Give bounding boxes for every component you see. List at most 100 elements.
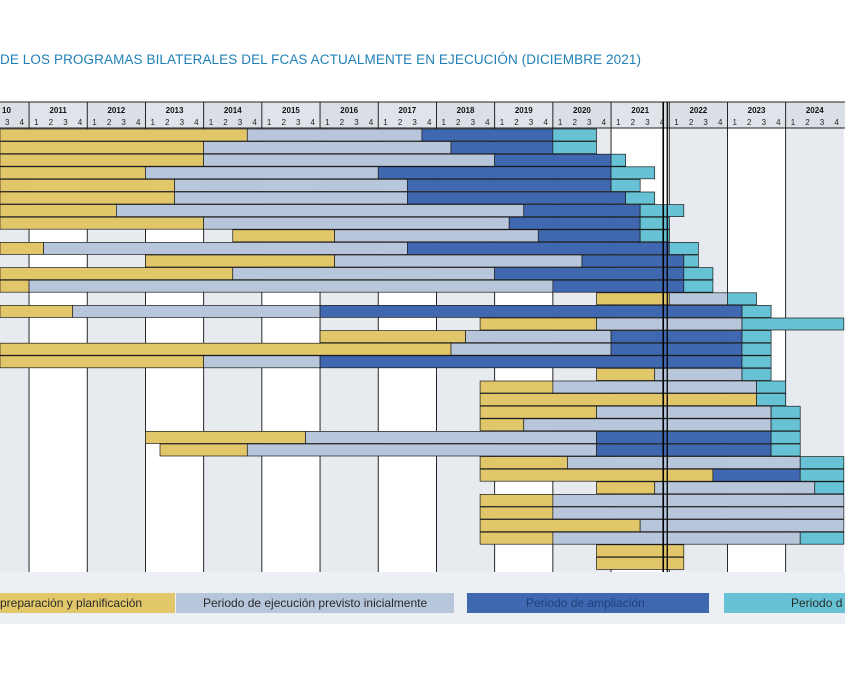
- quarter-label: 4: [485, 118, 490, 127]
- gantt-bar-additional: [683, 254, 699, 268]
- gantt-bar-additional: [799, 468, 845, 482]
- legend-label-execution: Periodo de ejecución previsto inicialmen…: [203, 596, 428, 610]
- gantt-bar-execution: [450, 342, 612, 356]
- legend-swatch-additional: [724, 593, 845, 613]
- gantt-bar-additional: [741, 368, 772, 381]
- quarter-label: 4: [834, 118, 839, 127]
- quarter-label: 1: [34, 118, 39, 127]
- quarter-label: 4: [543, 118, 548, 127]
- gantt-bar-execution: [203, 153, 495, 167]
- gantt-bar-preparation: [0, 141, 204, 154]
- year-label: 2016: [340, 106, 358, 115]
- quarter-label: 4: [427, 118, 432, 127]
- gantt-bar-extension: [377, 166, 612, 180]
- year-label: 2021: [631, 106, 649, 115]
- quarter-label: 1: [209, 118, 214, 127]
- quarter-label: 4: [78, 118, 83, 127]
- quarter-label: 4: [252, 118, 257, 127]
- quarter-label: 3: [762, 118, 767, 127]
- timeline-header-bg: [0, 102, 845, 128]
- gantt-bar-additional: [639, 216, 670, 230]
- gantt-bar-preparation: [479, 380, 554, 394]
- gantt-bar-execution: [203, 355, 321, 369]
- gantt-bar-additional: [639, 229, 670, 243]
- gantt-bar-preparation: [0, 342, 452, 356]
- quarter-label: 1: [267, 118, 272, 127]
- year-label: 2014: [224, 106, 242, 115]
- gantt-bar-preparation: [0, 267, 234, 280]
- gantt-bar-additional: [756, 380, 786, 394]
- gantt-bar-preparation: [0, 204, 117, 217]
- legend-item-extension: Periodo de ampliación: [467, 593, 709, 613]
- quarter-label: 1: [441, 118, 446, 127]
- quarter-label: 3: [471, 118, 476, 127]
- gantt-bar-preparation: [596, 557, 685, 570]
- gantt-bar-preparation: [0, 153, 204, 167]
- quarter-label: 2: [398, 118, 403, 127]
- gantt-bar-additional: [799, 531, 845, 545]
- gantt-bar-preparation: [479, 405, 597, 419]
- quarter-label: 2: [572, 118, 577, 127]
- gantt-bar-execution: [115, 204, 525, 217]
- gantt-bar-extension: [537, 229, 641, 243]
- gantt-bar-execution: [552, 531, 801, 545]
- gantt-bar-extension: [610, 342, 743, 356]
- gantt-bar-additional: [639, 204, 685, 217]
- gantt-bar-preparation: [0, 242, 44, 255]
- chart-title: DE LOS PROGRAMAS BILATERALES DEL FCAS AC…: [0, 52, 642, 67]
- gantt-bar-execution: [552, 380, 757, 394]
- quarter-label: 2: [281, 118, 286, 127]
- gantt-bar-extension: [407, 179, 612, 192]
- gantt-bar-preparation: [596, 481, 656, 495]
- gantt-bar-extension: [319, 305, 743, 318]
- gantt-bar-preparation: [479, 506, 554, 520]
- quarter-label: 4: [194, 118, 199, 127]
- gantt-bar-preparation: [232, 229, 335, 243]
- gantt-bar-extension: [596, 431, 772, 444]
- gantt-bar-preparation: [0, 305, 74, 318]
- year-label: 2017: [398, 106, 416, 115]
- gantt-bar-extension: [494, 153, 612, 167]
- gantt-bar-additional: [770, 405, 801, 419]
- gantt-bar-additional: [770, 418, 801, 432]
- quarter-label: 2: [165, 118, 170, 127]
- gantt-bar-preparation: [479, 494, 554, 507]
- gantt-bar-additional: [683, 267, 714, 280]
- quarter-label: 3: [645, 118, 650, 127]
- legend-item-preparation: preparación y planificación: [0, 593, 175, 613]
- gantt-bar-extension: [610, 330, 743, 343]
- quarter-label: 4: [602, 118, 607, 127]
- gantt-bar-additional: [770, 431, 801, 444]
- quarter-label: 1: [150, 118, 155, 127]
- gantt-bar-execution: [305, 431, 597, 444]
- gantt-bar-additional: [799, 456, 845, 469]
- gantt-bar-additional: [610, 153, 626, 167]
- quarter-label: 1: [383, 118, 388, 127]
- gantt-bar-preparation: [596, 292, 670, 306]
- quarter-label: 2: [631, 118, 636, 127]
- year-label: 2022: [689, 106, 707, 115]
- gantt-bar-preparation: [479, 317, 597, 331]
- gantt-bar-preparation: [0, 216, 204, 230]
- quarter-label: 3: [121, 118, 126, 127]
- quarter-label: 1: [732, 118, 737, 127]
- gantt-bar-preparation: [479, 456, 568, 469]
- gantt-bar-preparation: [0, 179, 175, 192]
- quarter-label: 1: [92, 118, 97, 127]
- quarter-label: 1: [325, 118, 330, 127]
- gantt-bar-extension: [407, 242, 670, 255]
- quarter-label: 3: [5, 118, 10, 127]
- gantt-bar-extension: [508, 216, 641, 230]
- gantt-bar-extension: [523, 204, 641, 217]
- quarter-label: 4: [718, 118, 723, 127]
- legend-label-preparation: preparación y planificación: [0, 596, 143, 610]
- year-label: 2012: [107, 106, 125, 115]
- gantt-bar-extension: [494, 267, 685, 280]
- gantt-bar-execution: [72, 305, 321, 318]
- quarter-label: 2: [49, 118, 54, 127]
- gantt-bar-execution: [596, 317, 743, 331]
- year-label: 2018: [457, 106, 475, 115]
- gantt-bar-additional: [741, 330, 772, 343]
- gantt-bar-preparation: [479, 393, 757, 406]
